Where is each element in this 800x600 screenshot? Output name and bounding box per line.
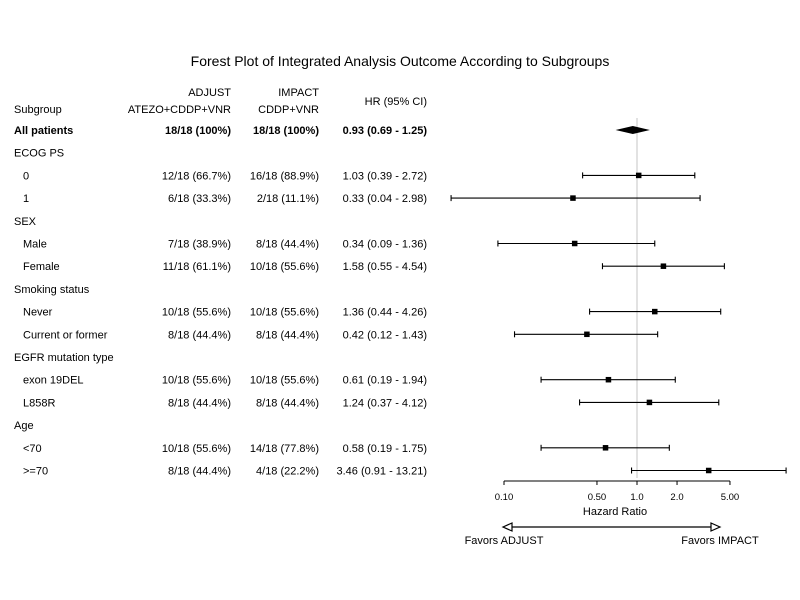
row-label: Never: [23, 307, 53, 319]
column-header-hr: HR (95% CI): [365, 96, 427, 108]
x-axis: 0.10 0.50 1.0 2.0 5.00: [495, 480, 740, 503]
row-label: <70: [23, 443, 42, 455]
row-impact-value: 10/18 (55.6%): [250, 375, 319, 387]
row-hr-value: 1.03 (0.39 - 2.72): [343, 170, 427, 182]
row-adjust-value: 10/18 (55.6%): [162, 443, 231, 455]
x-axis-tick-label: 0.10: [495, 492, 514, 503]
row-adjust-value: 6/18 (33.3%): [168, 193, 231, 205]
row-label: 0: [23, 170, 29, 182]
x-axis-tick-label: 2.0: [670, 492, 683, 503]
column-header-impact-line2: CDDP+VNR: [258, 104, 319, 116]
x-axis-label: Hazard Ratio: [583, 506, 647, 518]
forest-marks: [450, 126, 787, 474]
subgroup-header: Smoking status: [14, 284, 90, 296]
row-label: Male: [23, 239, 47, 251]
row-hr-value: 0.58 (0.19 - 1.75): [343, 443, 427, 455]
row-impact-value: 10/18 (55.6%): [250, 307, 319, 319]
row-adjust-value: 10/18 (55.6%): [162, 307, 231, 319]
row-label: >=70: [23, 466, 48, 478]
row-hr-value: 0.34 (0.09 - 1.36): [343, 239, 427, 251]
favors-arrow: [501, 522, 722, 532]
hr-point: [652, 308, 658, 315]
favors-arrow-right-head: [710, 522, 722, 532]
row-hr-value: 1.36 (0.44 - 4.26): [343, 307, 427, 319]
favors-arrow-left-head: [501, 522, 513, 532]
hr-point: [635, 172, 642, 179]
chart-title: Forest Plot of Integrated Analysis Outco…: [191, 53, 610, 69]
row-impact-value: 4/18 (22.2%): [256, 466, 319, 478]
column-header-adjust-line2: ATEZO+CDDP+VNR: [128, 104, 231, 116]
row-hr-value: 0.33 (0.04 - 2.98): [343, 193, 427, 205]
row-impact-value: 18/18 (100%): [253, 125, 319, 137]
row-label: Current or former: [23, 329, 108, 341]
row-impact-value: 14/18 (77.8%): [250, 443, 319, 455]
row-hr-value: 0.61 (0.19 - 1.94): [343, 375, 427, 387]
row-hr-value: 0.93 (0.69 - 1.25): [343, 125, 428, 137]
hr-point: [646, 399, 653, 406]
row-adjust-value: 8/18 (44.4%): [168, 466, 231, 478]
row-impact-value: 10/18 (55.6%): [250, 261, 319, 273]
subgroup-header: ECOG PS: [14, 148, 64, 160]
hr-point: [660, 263, 667, 269]
row-adjust-value: 11/18 (61.1%): [163, 261, 231, 273]
row-adjust-value: 12/18 (66.7%): [162, 170, 231, 182]
row-adjust-value: 18/18 (100%): [165, 125, 231, 137]
column-header-adjust-line1: ADJUST: [188, 87, 231, 99]
column-header-subgroup: Subgroup: [14, 104, 62, 116]
hr-point: [602, 445, 609, 451]
subgroup-header: EGFR mutation type: [14, 352, 114, 364]
row-adjust-value: 10/18 (55.6%): [162, 375, 231, 387]
row-hr-value: 1.58 (0.55 - 4.54): [343, 261, 427, 273]
x-axis-tick-label: 5.00: [721, 492, 740, 503]
hr-point: [605, 376, 612, 383]
column-header-impact-line1: IMPACT: [278, 87, 319, 99]
row-adjust-value: 8/18 (44.4%): [168, 329, 231, 341]
forest-rows: All patients 18/18 (100%) 18/18 (100%) 0.93…: [14, 125, 427, 478]
row-label: 1: [23, 193, 29, 205]
hr-point: [584, 331, 590, 338]
row-hr-value: 1.24 (0.37 - 4.12): [343, 397, 427, 409]
hr-point: [571, 240, 578, 247]
row-impact-value: 2/18 (11.1%): [257, 193, 319, 205]
row-impact-value: 16/18 (88.9%): [250, 170, 319, 182]
row-label: L858R: [23, 397, 55, 409]
row-adjust-value: 7/18 (38.9%): [168, 239, 231, 251]
row-label: exon 19DEL: [23, 375, 84, 387]
subgroup-header: SEX: [14, 216, 37, 228]
row-adjust-value: 8/18 (44.4%): [168, 397, 231, 409]
overall-diamond: [615, 126, 650, 134]
row-hr-value: 0.42 (0.12 - 1.43): [343, 329, 427, 341]
subgroup-header: Age: [14, 420, 34, 432]
favors-left-label: Favors ADJUST: [465, 535, 544, 547]
row-impact-value: 8/18 (44.4%): [256, 239, 319, 251]
hr-point: [705, 467, 712, 474]
row-label: Female: [23, 261, 60, 273]
row-label: All patients: [14, 125, 73, 137]
x-axis-tick-label: 0.50: [588, 492, 607, 503]
hr-point: [570, 195, 576, 201]
x-axis-tick-label: 1.0: [630, 492, 643, 503]
favors-right-label: Favors IMPACT: [681, 535, 759, 547]
row-impact-value: 8/18 (44.4%): [256, 397, 319, 409]
row-hr-value: 3.46 (0.91 - 13.21): [336, 466, 427, 478]
row-impact-value: 8/18 (44.4%): [256, 329, 319, 341]
